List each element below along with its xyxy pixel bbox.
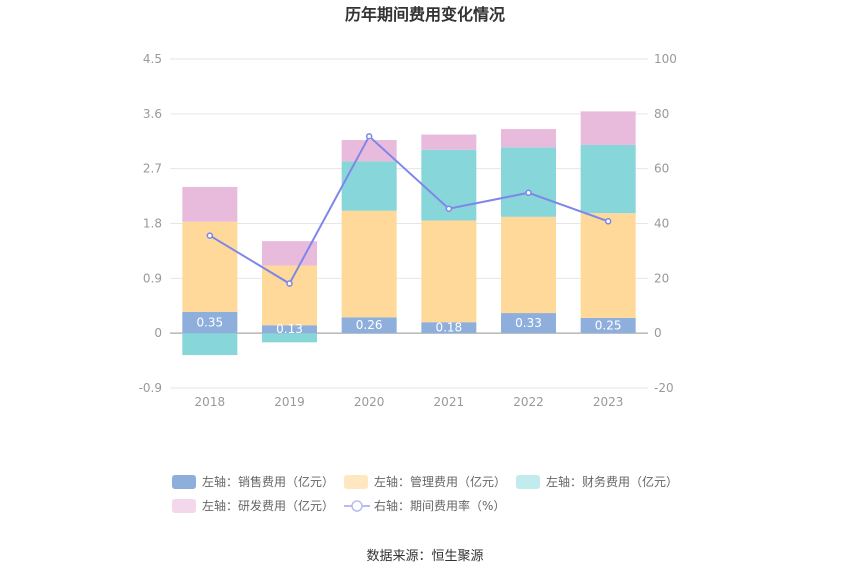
right-tick-label: -20 <box>654 381 674 395</box>
legend-swatch <box>344 475 368 489</box>
legend-label: 左轴：研发费用（亿元） <box>202 498 334 513</box>
data-label: 0.18 <box>435 321 462 335</box>
right-tick-label: 80 <box>654 107 669 121</box>
grid-lines <box>170 58 648 389</box>
left-tick-label: 4.5 <box>143 52 162 66</box>
data-label: 0.33 <box>515 316 542 330</box>
legend-label: 右轴：期间费用率（%） <box>374 498 505 513</box>
bar-segment <box>182 311 238 334</box>
bar-segment <box>262 265 317 326</box>
right-axis: 100 80 60 40 20 0 -20 <box>654 52 677 395</box>
data-label: 0.13 <box>276 322 303 336</box>
bar-segment <box>341 317 397 334</box>
bar-segment <box>341 161 397 211</box>
rate-point <box>365 133 373 140</box>
x-axis: 2018 2019 2020 2021 2022 2023 <box>195 395 624 409</box>
bar-segment <box>501 216 556 314</box>
left-tick-label: 1.8 <box>143 217 162 231</box>
rate-point <box>604 218 612 225</box>
bar-segment <box>421 322 477 334</box>
bar-segment <box>580 111 636 145</box>
rate-line-path <box>209 134 609 285</box>
left-tick-label: 2.7 <box>143 162 162 176</box>
source-note: 数据来源：恒生聚源 <box>366 549 483 564</box>
x-tick-label: 2020 <box>354 395 385 409</box>
bar-segment <box>421 134 477 150</box>
data-label: 0.35 <box>196 316 223 330</box>
right-tick-label: 20 <box>654 271 669 285</box>
x-tick-label: 2019 <box>274 395 305 409</box>
legend-swatch <box>516 475 540 489</box>
right-tick-label: 0 <box>654 326 662 340</box>
left-tick-label: 3.6 <box>143 107 162 121</box>
bar-segment <box>501 129 556 148</box>
rate-point <box>445 205 453 212</box>
bar-segment <box>580 144 636 214</box>
legend-swatch <box>172 499 196 513</box>
right-tick-label: 40 <box>654 217 669 231</box>
data-label: 0.25 <box>595 319 622 333</box>
x-tick-label: 2018 <box>195 395 226 409</box>
bars: 0.35 0.13 0.26 0.18 0.33 0.25 <box>182 111 636 356</box>
left-tick-label: 0.9 <box>143 271 162 285</box>
right-tick-label: 100 <box>654 52 677 66</box>
bar-segment <box>262 325 317 334</box>
legend-swatch <box>172 475 196 489</box>
bar-segment <box>341 210 397 318</box>
bar-segment <box>341 140 397 162</box>
rate-point <box>206 232 214 239</box>
legend-label: 左轴：销售费用（亿元） <box>202 474 334 489</box>
x-tick-label: 2023 <box>593 395 624 409</box>
left-tick-label: -0.9 <box>139 381 162 395</box>
x-tick-label: 2021 <box>434 395 465 409</box>
data-label: 0.26 <box>356 318 383 332</box>
rate-line <box>206 133 612 287</box>
chart-title: 历年期间费用变化情况 <box>345 5 505 24</box>
bar-segment <box>262 241 317 266</box>
right-tick-label: 60 <box>654 162 669 176</box>
legend: 左轴：销售费用（亿元） 左轴：管理费用（亿元） 左轴：财务费用（亿元） 左轴：研发费用… <box>172 474 678 513</box>
bar-segment <box>182 186 238 222</box>
bar-segment <box>501 147 556 217</box>
left-axis: 4.5 3.6 2.7 1.8 0.9 0 -0.9 <box>139 52 162 395</box>
legend-line-marker <box>351 500 363 512</box>
rate-point <box>286 280 293 287</box>
bar-segment <box>182 333 238 356</box>
left-tick-label: 0 <box>154 326 162 340</box>
legend-label: 左轴：管理费用（亿元） <box>374 474 506 489</box>
bar-segment <box>580 317 636 334</box>
bar-segment <box>580 213 636 318</box>
x-tick-label: 2022 <box>513 395 544 409</box>
bar-segment <box>421 220 477 323</box>
legend-label: 左轴：财务费用（亿元） <box>546 474 678 489</box>
bar-segment <box>262 333 317 343</box>
rate-point <box>525 189 532 197</box>
bar-segment <box>501 313 556 334</box>
